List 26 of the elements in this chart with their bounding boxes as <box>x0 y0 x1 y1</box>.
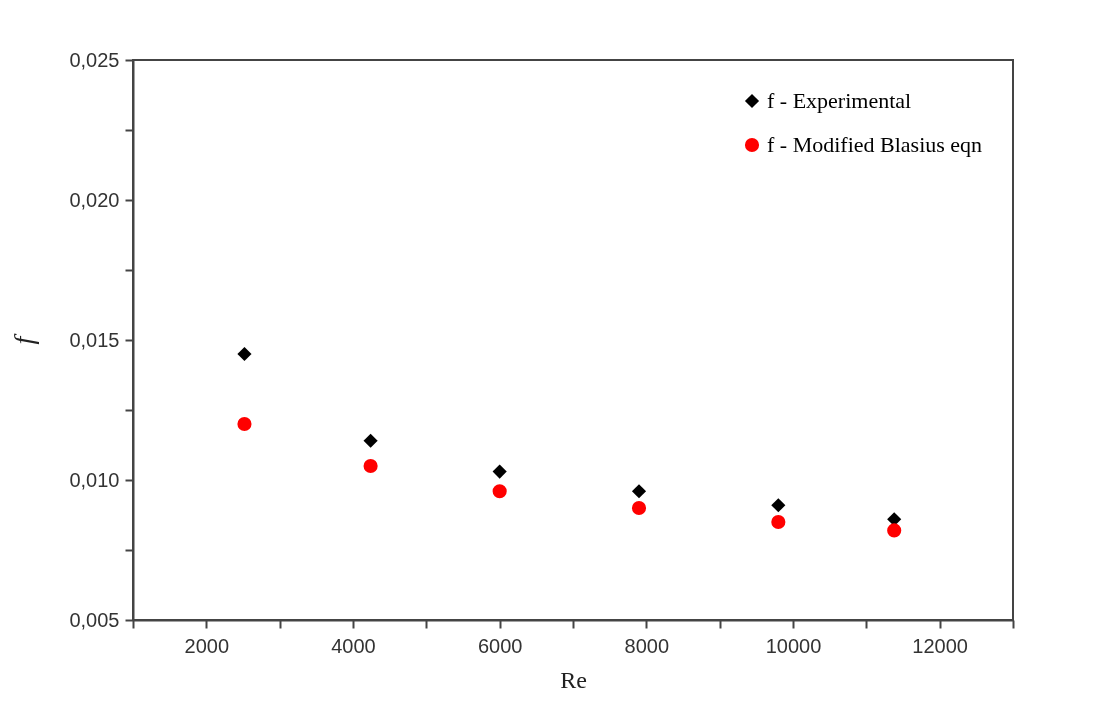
legend-label: f - Modified Blasius eqn <box>767 132 983 157</box>
x-tick-label: 8000 <box>624 634 670 657</box>
x-axis-title: Re <box>560 666 587 693</box>
point <box>237 416 252 432</box>
point <box>631 484 647 499</box>
x-tick-label: 6000 <box>477 634 523 657</box>
point <box>492 484 507 499</box>
point <box>492 464 507 479</box>
y-tick-label: 0,025 <box>69 48 120 71</box>
x-tick-label: 4000 <box>331 634 376 657</box>
y-tick-label: 0,015 <box>69 328 120 351</box>
point <box>887 523 902 538</box>
y-tick-label: 0,010 <box>69 468 120 491</box>
y-tick-label: 0,005 <box>69 608 120 631</box>
point <box>363 458 378 474</box>
point <box>771 498 786 513</box>
y-tick-label: 0,020 <box>69 188 120 211</box>
point <box>771 514 786 530</box>
point <box>631 500 647 516</box>
y-axis-title: f <box>8 333 40 345</box>
x-tick-label: 10000 <box>765 634 822 657</box>
legend-label: f - Experimental <box>767 88 912 113</box>
x-tick-label: 12000 <box>912 634 968 657</box>
point <box>237 346 252 362</box>
x-tick-label: 2000 <box>184 634 230 657</box>
point <box>363 433 378 448</box>
